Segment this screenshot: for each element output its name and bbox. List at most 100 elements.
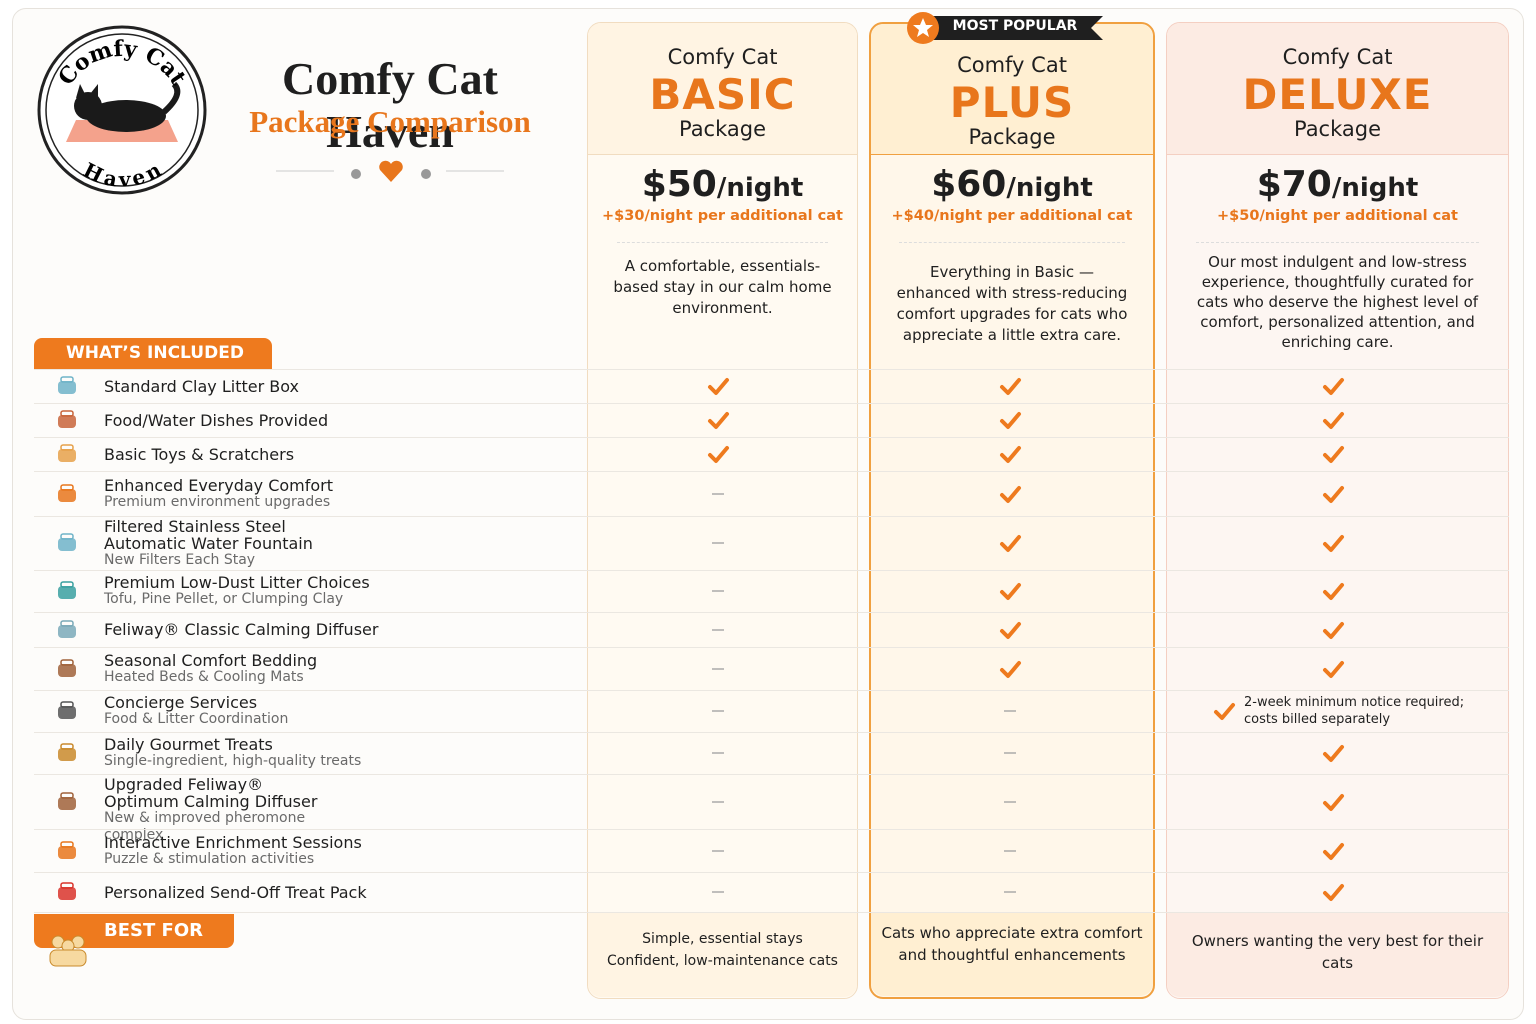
- feature-label-block: Food/Water Dishes Provided: [104, 412, 404, 429]
- not-included: [711, 752, 724, 754]
- row-divider: [34, 369, 1509, 370]
- feature-label-block: Enhanced Everyday Comfort Premium environ…: [104, 477, 404, 511]
- feature-label-block: Seasonal Comfort Bedding Heated Beds & Co…: [104, 652, 404, 686]
- not-included: [711, 492, 724, 495]
- check: [1000, 446, 1021, 463]
- check: [1322, 884, 1344, 901]
- feature-label: Basic Toys & Scratchers: [104, 444, 295, 464]
- feature-label-block: Daily Gourmet Treats Single-ingredient, h…: [104, 736, 404, 770]
- price-unit: /night: [716, 173, 804, 203]
- row-divider: [34, 471, 1509, 472]
- package-column: [587, 22, 858, 999]
- best-for: Owners wanting the very best for their c…: [1176, 930, 1499, 974]
- package-name: DELUXE: [1242, 70, 1433, 119]
- feature-icon: [58, 483, 76, 502]
- check: [1322, 842, 1344, 860]
- check: [1322, 583, 1344, 600]
- feature-icon: [58, 701, 76, 719]
- best-for: Cats who appreciate extra comfort and th…: [879, 922, 1145, 966]
- feature-sublabel: New & improved pheromone complex: [104, 810, 306, 843]
- row-divider: [34, 829, 1509, 830]
- feature-sublabel: New Filters Each Stay: [104, 551, 256, 568]
- feature-label-block: Filtered Stainless Steel Automatic Water…: [104, 518, 334, 569]
- feature-label: Premium Low-Dust Litter Choices: [104, 573, 370, 592]
- feature-label-block: Feliway® Classic Calming Diffuser: [104, 621, 404, 638]
- price-amount: $70: [1256, 164, 1332, 205]
- package-description: Everything in Basic — enhanced with stre…: [896, 263, 1128, 344]
- row-divider: [34, 912, 1509, 913]
- not-included: [1004, 891, 1016, 893]
- check: [707, 446, 729, 463]
- row-divider: [34, 872, 1509, 873]
- best-for-bg: [588, 912, 857, 997]
- feature-label: Standard Clay Litter Box: [104, 376, 300, 396]
- check: [1000, 412, 1021, 429]
- feature-label-block: Basic Toys & Scratchers: [104, 446, 404, 463]
- feature-sublabel: Tofu, Pine Pellet, or Clumping Clay: [104, 591, 344, 607]
- check: [1322, 660, 1344, 678]
- check: [1322, 621, 1344, 639]
- check: [1000, 378, 1021, 395]
- package-suffix: Package: [1293, 117, 1382, 141]
- best-for-line: Confident, low-maintenance cats: [607, 953, 838, 969]
- package-column: [1166, 22, 1509, 999]
- divider: [617, 242, 828, 243]
- title: Comfy Cat Haven: [282, 53, 498, 157]
- feature-icon: [58, 619, 76, 638]
- best-for-bg: [871, 912, 1153, 996]
- check: [1000, 621, 1021, 639]
- feature-icon: [58, 533, 76, 551]
- package-name: BASIC: [649, 70, 796, 119]
- not-included: [711, 542, 724, 544]
- not-included: [711, 667, 724, 670]
- feature-label: Enhanced Everyday Comfort: [104, 475, 334, 495]
- package-description: Our most indulgent and low-stress experi…: [1196, 253, 1479, 351]
- feature-icon: [58, 581, 76, 599]
- feature-sublabel: Food & Litter Coordination: [104, 711, 289, 727]
- package-header-bg: [871, 24, 1153, 155]
- row-divider: [34, 774, 1509, 775]
- feature-note: 2-week minimum notice required; costs bi…: [1244, 695, 1465, 727]
- check: [1214, 703, 1235, 720]
- subtitle: Package Comparison: [249, 104, 531, 139]
- feature-label-block: Interactive Enrichment Sessions Puzzle & …: [104, 834, 404, 868]
- extra-cat-price: +$50/night per additional cat: [1217, 208, 1458, 224]
- feature-label: Seasonal Comfort Bedding: [104, 650, 318, 670]
- badge-text: MOST POPULAR: [952, 18, 1078, 34]
- best-for-line: Owners wanting the very best for their c…: [1191, 932, 1484, 972]
- feature-sublabel: Single-ingredient, high-quality treats: [104, 753, 362, 769]
- row-divider: [34, 612, 1509, 613]
- package-suffix: Package: [968, 125, 1056, 149]
- feature-icon: [58, 743, 76, 761]
- package-prefix: Comfy Cat: [667, 45, 778, 69]
- best-for-line: Cats who appreciate extra comfort and th…: [881, 924, 1143, 964]
- check: [1000, 535, 1021, 552]
- feature-sublabel: Heated Beds & Cooling Mats: [104, 668, 304, 685]
- divider: [899, 242, 1125, 243]
- feature-label: Food/Water Dishes Provided: [104, 410, 329, 430]
- feature-icon: [58, 658, 76, 677]
- not-included: [1004, 710, 1016, 712]
- feature-label: Upgraded Feliway® Optimum Calming Diffus…: [104, 775, 318, 811]
- feature-label: Interactive Enrichment Sessions: [104, 832, 362, 852]
- check: [1322, 745, 1344, 762]
- feature-label: Feliway® Classic Calming Diffuser: [104, 620, 379, 639]
- check: [1322, 446, 1344, 463]
- feature-sublabel: Premium environment upgrades: [104, 493, 331, 510]
- feature-icon: [58, 882, 76, 900]
- row-divider: [34, 690, 1509, 691]
- feature-label-block: Upgraded Feliway® Optimum Calming Diffus…: [104, 776, 334, 844]
- not-included: [711, 800, 724, 803]
- feature-label-block: Standard Clay Litter Box: [104, 378, 404, 395]
- price-unit: /night: [1006, 173, 1093, 203]
- package-column: [869, 22, 1155, 999]
- row-divider: [34, 732, 1509, 733]
- feature-icon: [58, 410, 76, 428]
- check: [1322, 535, 1344, 552]
- not-included: [1004, 752, 1016, 754]
- divider: [1196, 242, 1479, 243]
- not-included: [711, 590, 724, 592]
- check: [1322, 378, 1344, 395]
- best-for-icon: [49, 935, 87, 967]
